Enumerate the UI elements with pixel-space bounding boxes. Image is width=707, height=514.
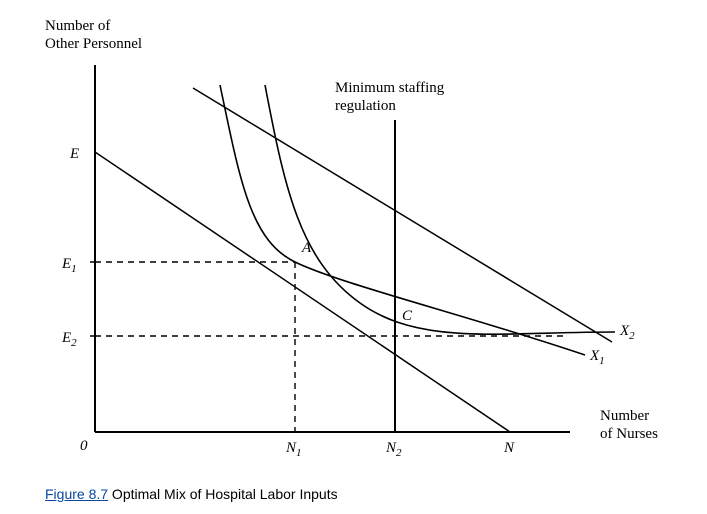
- diagram-svg: Number of Other Personnel Number of Nurs…: [0, 0, 707, 514]
- point-C-label: C: [402, 308, 413, 324]
- tick-E2: E2: [61, 330, 77, 349]
- origin-label: 0: [80, 438, 88, 454]
- isocost-line-EN: [95, 152, 510, 432]
- tick-E: E: [69, 146, 79, 162]
- tick-N: N: [503, 440, 515, 456]
- x-axis-label-line2: of Nurses: [600, 426, 658, 442]
- y-axis-label-line2: Other Personnel: [45, 36, 142, 52]
- figure-caption: Figure 8.7 Optimal Mix of Hospital Labor…: [45, 486, 338, 502]
- curve-X1-label: X1: [589, 348, 605, 367]
- curve-X2-label: X2: [619, 323, 635, 342]
- regulation-label-line2: regulation: [335, 98, 396, 114]
- figure-caption-link[interactable]: Figure 8.7: [45, 486, 108, 502]
- tick-N1: N1: [285, 440, 302, 459]
- figure-caption-text: Optimal Mix of Hospital Labor Inputs: [108, 486, 338, 502]
- y-axis-label-line1: Number of: [45, 18, 110, 34]
- point-A-label: A: [301, 240, 312, 256]
- tick-E1: E1: [61, 256, 77, 275]
- isocost-line-upper: [193, 88, 612, 342]
- tick-N2: N2: [385, 440, 402, 459]
- regulation-label-line1: Minimum staffing: [335, 80, 445, 96]
- x-axis-label-line1: Number: [600, 408, 649, 424]
- curve-X2: [265, 85, 615, 334]
- figure-container: Number of Other Personnel Number of Nurs…: [0, 0, 707, 514]
